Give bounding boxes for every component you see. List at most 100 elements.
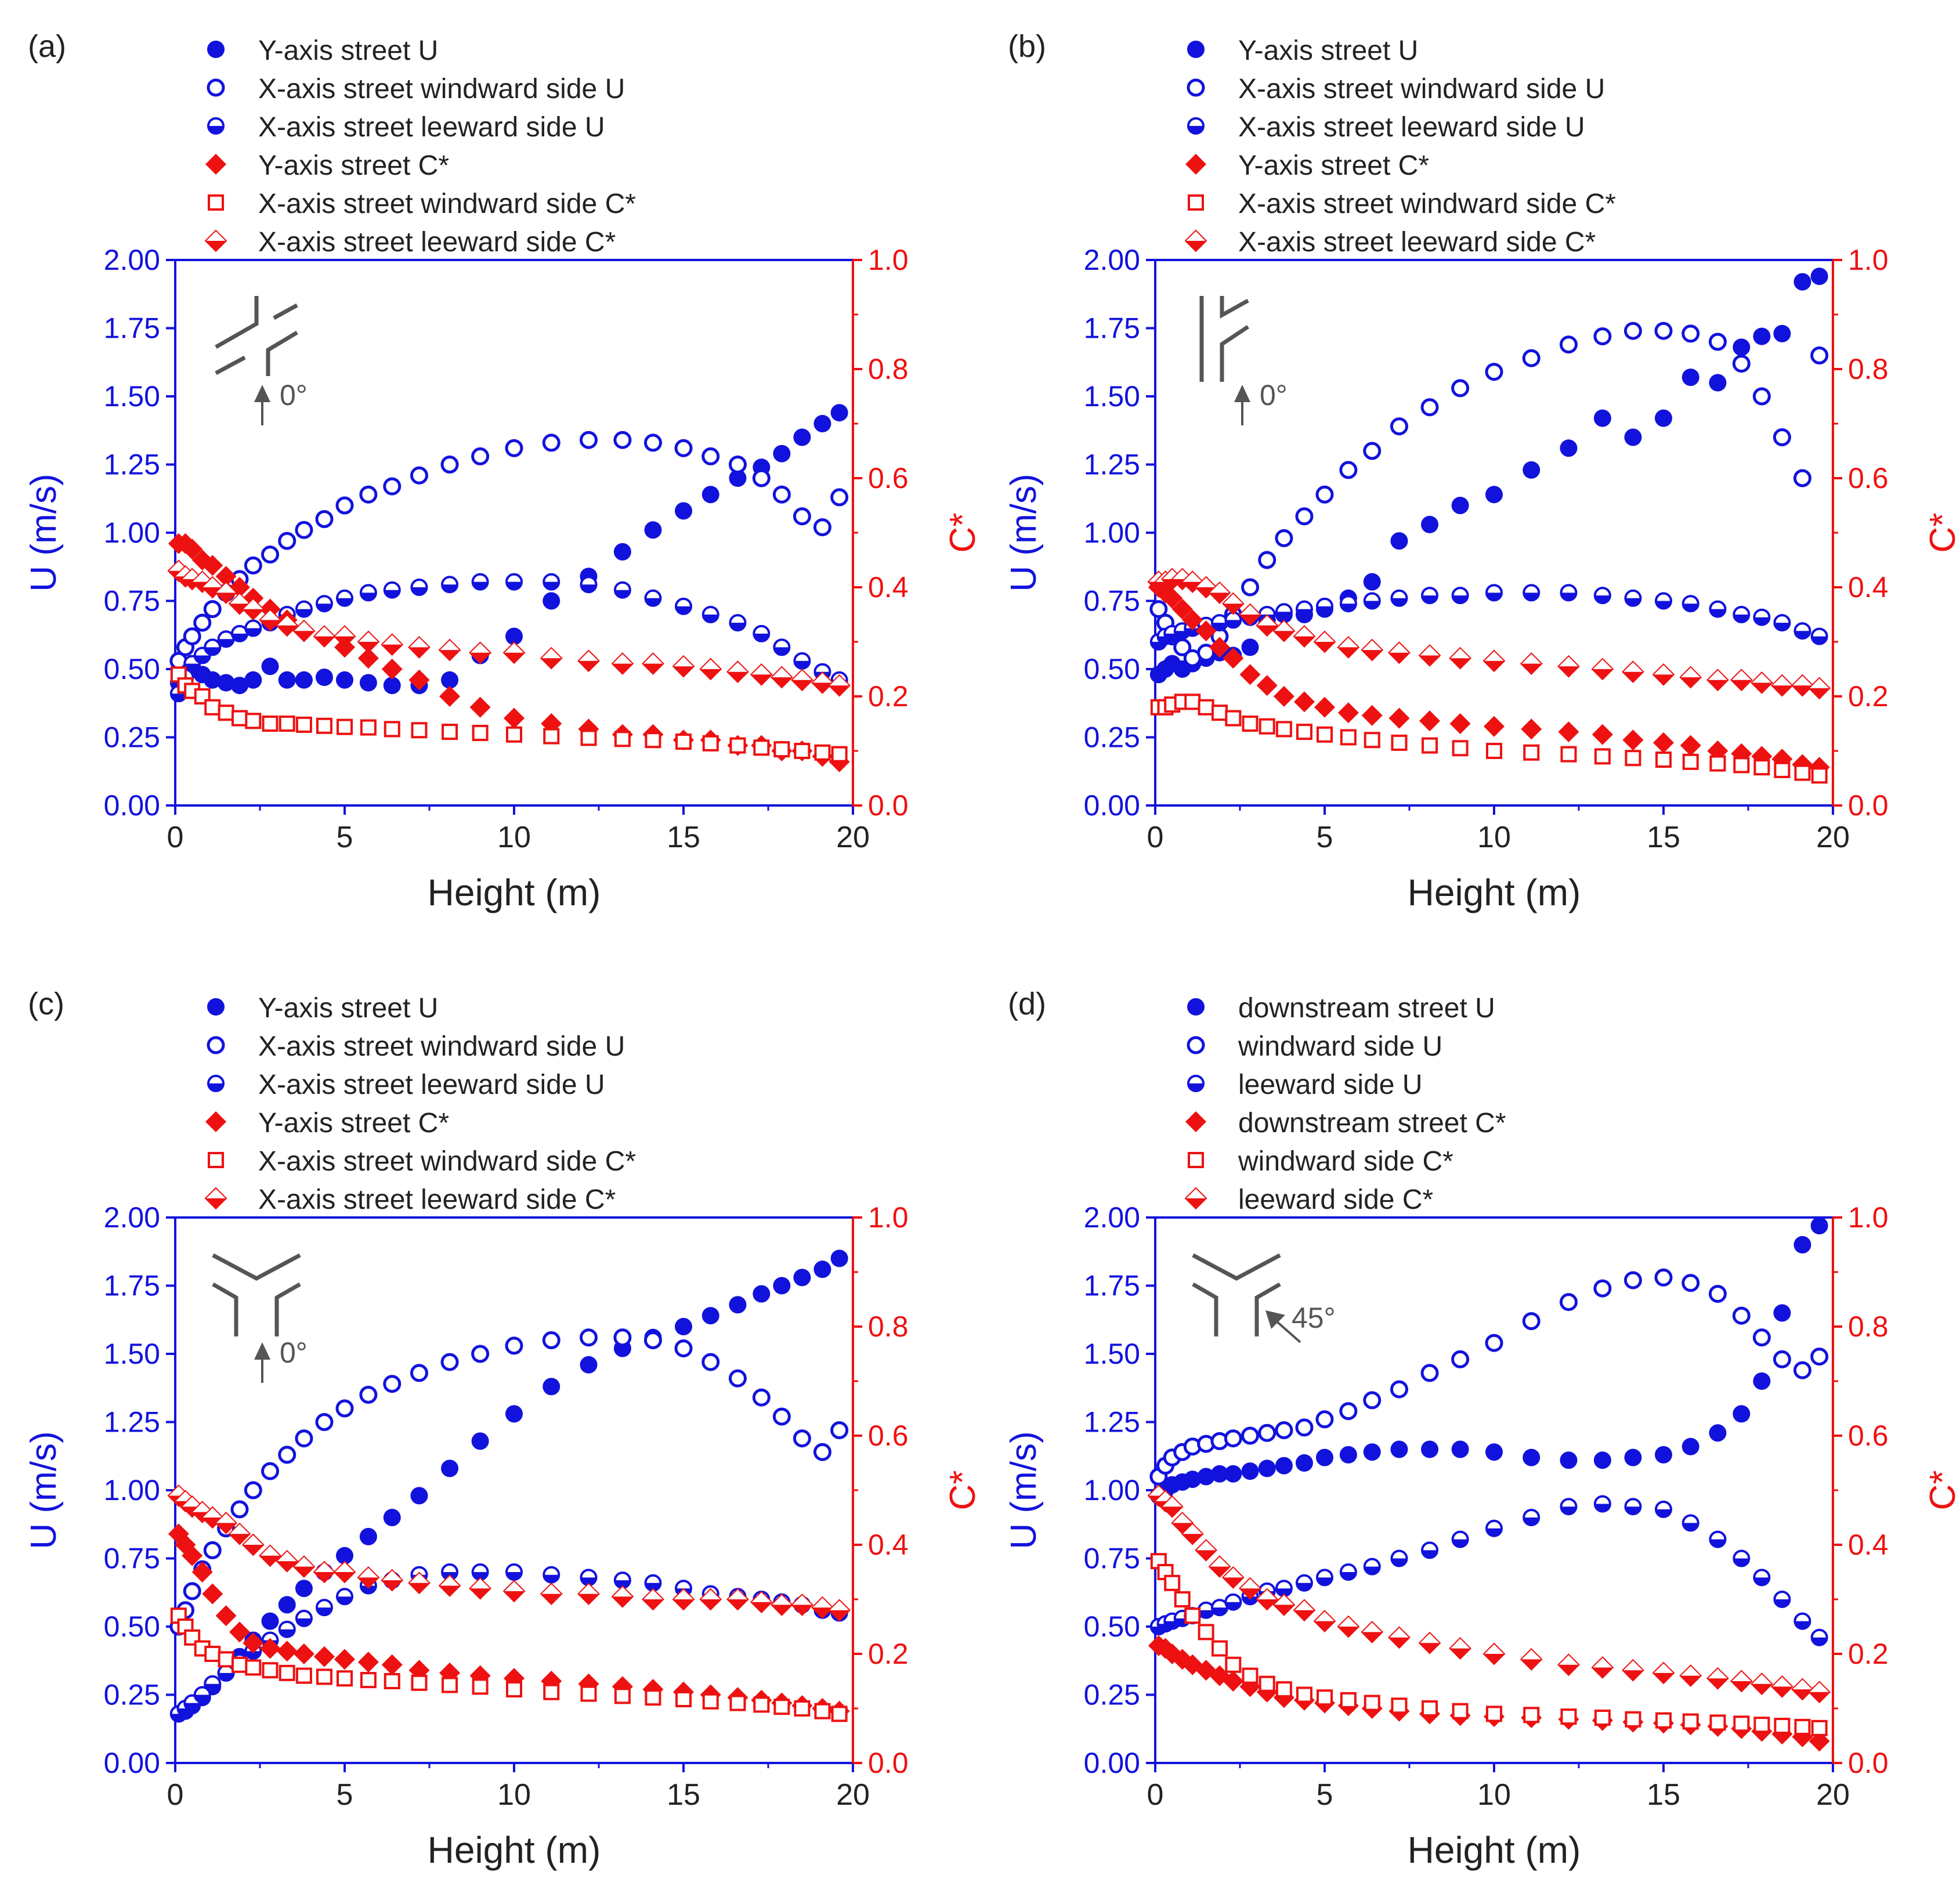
data-point: [1160, 1495, 1184, 1518]
data-point: [773, 1699, 790, 1715]
data-point: [831, 1706, 848, 1722]
data-point: [580, 1685, 597, 1702]
legend-marker-5: [1188, 194, 1204, 211]
data-point: [315, 1599, 333, 1617]
data-point: [204, 699, 221, 716]
data-point: [1794, 764, 1811, 781]
data-point: [337, 1670, 353, 1687]
data-point: [773, 741, 790, 758]
data-point: [1339, 1402, 1358, 1421]
data-point: [337, 718, 353, 735]
data-point: [1793, 622, 1811, 640]
data-point: [215, 581, 238, 604]
data-point: [644, 589, 662, 607]
data-point: [335, 1399, 354, 1418]
data-point: [471, 573, 489, 591]
data-point: [359, 485, 378, 504]
data-point: [408, 635, 431, 659]
data-point: [1625, 750, 1641, 767]
legend-label-6: leeward side C*: [1238, 1184, 1433, 1215]
y-axis-label-right: C*: [943, 1470, 983, 1511]
data-point: [262, 1662, 279, 1679]
data-point: [505, 1336, 523, 1355]
x-tick-label: 5: [337, 821, 353, 854]
data-point: [1733, 1549, 1751, 1567]
street-layout-icon: [212, 1253, 301, 1336]
y-right-tick-label: 0.4: [1848, 1529, 1889, 1561]
data-point: [1339, 1446, 1357, 1464]
data-point: [1184, 1607, 1201, 1624]
data-point: [202, 555, 223, 576]
data-point: [1451, 1350, 1470, 1368]
y-left-tick-label: 0.25: [1084, 1679, 1140, 1711]
data-point: [439, 686, 461, 707]
data-point: [292, 619, 316, 642]
data-point: [1223, 648, 1244, 669]
data-point: [1593, 327, 1612, 346]
y-axis-label-left: U (m/s): [1004, 474, 1044, 591]
data-point: [1451, 1530, 1469, 1548]
data-point: [1750, 671, 1773, 694]
data-point: [1295, 600, 1313, 618]
data-point: [1810, 627, 1828, 645]
data-point: [1224, 611, 1242, 629]
data-point: [1485, 363, 1503, 381]
data-point: [1654, 321, 1673, 340]
data-point: [1485, 1443, 1503, 1461]
series-2: [1149, 1268, 1829, 1486]
y-axis-label-left: U (m/s): [24, 1431, 64, 1549]
data-point: [230, 1500, 249, 1519]
data-point: [1560, 746, 1577, 763]
legend-marker-3: [207, 1075, 225, 1092]
data-point: [1316, 1448, 1333, 1466]
y-left-tick-label: 2.00: [1084, 1201, 1140, 1234]
data-point: [1258, 1459, 1276, 1477]
wind-direction-arrow: [254, 1342, 270, 1383]
data-point: [410, 579, 428, 596]
data-point: [295, 1667, 312, 1684]
y-right-tick-label: 0.2: [868, 1638, 909, 1670]
data-point: [542, 433, 560, 452]
data-point: [1418, 1631, 1441, 1654]
y-left-tick-label: 0.50: [1084, 1610, 1140, 1643]
data-point: [313, 1646, 335, 1667]
data-point: [770, 666, 793, 689]
y-left-tick-label: 1.00: [104, 1474, 160, 1506]
data-point: [1272, 1593, 1296, 1616]
x-tick-label: 20: [836, 1778, 870, 1812]
legend-marker-5: [208, 1152, 224, 1168]
data-point: [729, 737, 746, 754]
data-point: [672, 655, 695, 678]
y-right-tick-label: 0.2: [1848, 680, 1889, 713]
data-point: [1317, 726, 1333, 743]
y-right-tick-label: 1.0: [868, 244, 909, 276]
data-point: [1484, 716, 1505, 737]
chart-panel-a: (a) Y-axis street U X-axis street windward…: [24, 29, 983, 913]
data-point: [1623, 1271, 1642, 1289]
data-point: [1791, 674, 1814, 697]
series-6: [167, 559, 851, 697]
data-point: [182, 1545, 203, 1566]
data-point: [316, 717, 332, 734]
data-point: [381, 633, 404, 656]
data-point: [790, 669, 813, 692]
y-left-tick-label: 1.25: [104, 449, 160, 481]
data-point: [831, 746, 848, 763]
data-point: [1709, 755, 1726, 772]
data-point: [1239, 1577, 1261, 1600]
data-point: [1485, 1334, 1503, 1352]
data-point: [753, 739, 770, 756]
data-point: [702, 1693, 719, 1710]
data-point: [408, 1571, 431, 1595]
data-point: [278, 1446, 296, 1464]
data-point: [1624, 428, 1642, 446]
data-point: [191, 1562, 213, 1582]
data-point: [259, 1544, 281, 1567]
legend-label-3: X-axis street leeward side U: [1238, 112, 1585, 143]
data-point: [1622, 1659, 1644, 1682]
data-point: [643, 433, 662, 452]
y-left-tick-label: 0.00: [104, 789, 160, 822]
y-left-tick-label: 1.25: [104, 1406, 160, 1439]
data-point: [577, 1582, 600, 1606]
data-point: [381, 659, 403, 680]
